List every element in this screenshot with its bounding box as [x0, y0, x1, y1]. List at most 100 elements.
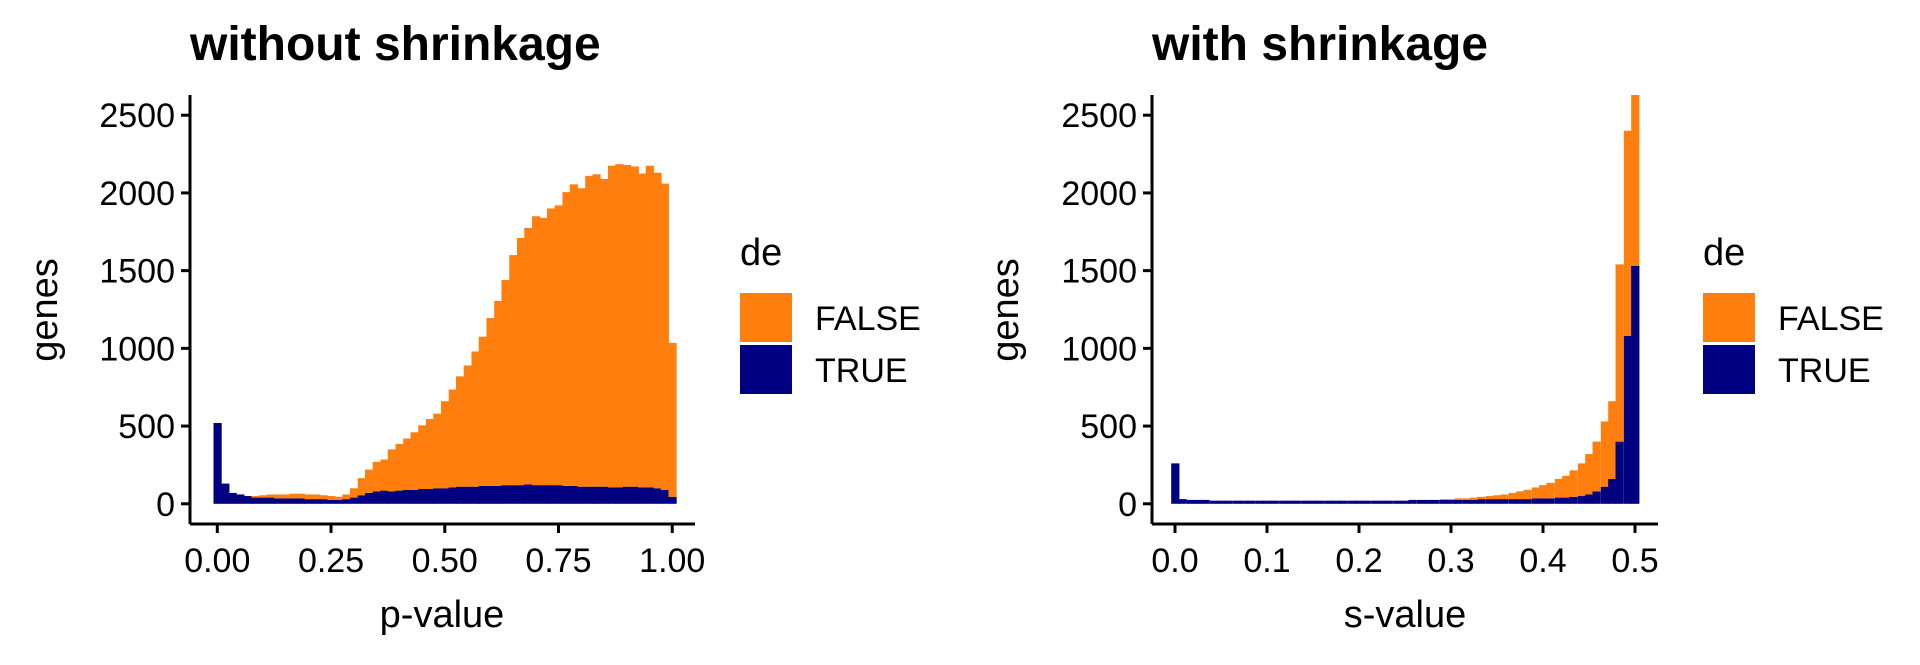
bar-false-57	[645, 165, 654, 488]
x-tick-label: 0.2	[1335, 542, 1382, 580]
bar-true-20	[1324, 500, 1334, 504]
bar-true-43	[539, 485, 548, 504]
bar-false-23	[387, 449, 396, 492]
y-ticks: 0 500 1000 1500 2000 2500	[99, 97, 190, 524]
bar-false-32	[455, 376, 465, 487]
bar-true-44	[546, 485, 556, 504]
bars-group	[213, 164, 677, 504]
bar-false-56	[637, 173, 647, 488]
bar-true-46	[562, 485, 571, 504]
x-ticks: 0.0 0.1 0.2 0.3 0.4 0.5	[1151, 524, 1659, 580]
bar-true-11	[1255, 500, 1265, 504]
bar-true-13	[1270, 500, 1279, 504]
bar-true-34	[1431, 499, 1440, 504]
bar-false-18	[349, 488, 359, 498]
bar-true-15	[1286, 500, 1295, 504]
bar-true-4	[1201, 499, 1210, 504]
bar-false-58	[653, 172, 662, 489]
bar-false-6	[258, 495, 268, 498]
y-tick-label: 2000	[1061, 175, 1137, 213]
bar-false-53	[1577, 463, 1587, 497]
legend-label-true: TRUE	[1778, 352, 1871, 390]
bar-true-19	[357, 495, 366, 504]
bar-true-31	[1408, 499, 1417, 504]
bar-true-23	[387, 491, 396, 504]
bar-false-26	[410, 432, 419, 490]
bar-true-60	[668, 496, 677, 504]
legend-title: de	[740, 232, 782, 274]
y-tick-label: 2000	[99, 175, 175, 213]
bar-true-14	[319, 499, 328, 504]
bar-true-12	[304, 499, 313, 504]
bar-false-29	[433, 413, 442, 489]
bar-true-27	[418, 489, 427, 504]
bar-true-42	[531, 485, 541, 504]
bar-true-29	[1393, 500, 1403, 504]
bar-false-55	[630, 166, 639, 487]
bar-true-16	[1293, 500, 1302, 504]
legend-label-false: FALSE	[815, 300, 921, 338]
bar-true-48	[1539, 498, 1548, 504]
bar-true-0	[1171, 463, 1180, 504]
bar-false-16	[334, 496, 344, 500]
bar-true-47	[569, 485, 578, 504]
bar-true-51	[1562, 497, 1571, 504]
bar-false-21	[372, 461, 381, 492]
bar-true-1	[221, 483, 230, 504]
legend-swatch-true	[1703, 345, 1755, 394]
bar-true-44	[1508, 499, 1518, 504]
bar-false-7	[266, 494, 275, 498]
x-tick-label: 0.00	[184, 542, 250, 580]
bar-true-37	[1454, 499, 1463, 504]
bar-true-18	[349, 497, 359, 504]
bar-false-40	[1477, 496, 1486, 500]
bar-false-37	[1454, 498, 1463, 500]
bar-false-34	[471, 351, 480, 487]
x-tick-label: 0.5	[1611, 542, 1658, 580]
bar-true-49	[585, 486, 594, 504]
panel-title: without shrinkage	[189, 18, 601, 71]
bar-false-35	[478, 336, 487, 486]
bar-true-17	[1301, 500, 1311, 504]
bar-true-33	[463, 486, 472, 504]
bar-true-24	[395, 490, 404, 504]
bar-false-60	[1631, 95, 1640, 266]
x-tick-label: 0.25	[298, 542, 364, 580]
y-tick-label: 500	[118, 408, 175, 446]
bar-false-9	[281, 494, 290, 499]
y-tick-label: 0	[156, 486, 175, 524]
bar-false-38	[1462, 498, 1472, 500]
y-axis-title: genes	[24, 258, 66, 362]
bar-true-39	[1470, 499, 1479, 504]
bar-true-50	[1554, 497, 1564, 504]
bar-false-42	[531, 216, 541, 486]
bar-false-43	[539, 217, 548, 486]
bar-true-22	[1339, 500, 1348, 504]
bar-true-0	[213, 422, 222, 504]
bar-true-49	[1546, 498, 1555, 504]
bar-true-52	[607, 487, 617, 504]
bar-true-19	[1316, 500, 1325, 504]
bar-true-4	[243, 496, 253, 504]
bar-false-41	[524, 227, 533, 485]
bar-true-28	[425, 489, 435, 504]
bar-true-7	[266, 497, 275, 504]
bar-false-49	[1546, 482, 1555, 499]
bar-true-58	[1615, 441, 1624, 504]
bar-true-22	[380, 490, 389, 504]
bar-true-25	[1362, 500, 1371, 504]
bar-false-28	[425, 419, 435, 490]
bar-true-9	[1240, 500, 1249, 504]
bar-true-8	[274, 498, 283, 504]
x-tick-label: 0.1	[1243, 542, 1290, 580]
bar-false-36	[486, 318, 495, 486]
bar-false-52	[1569, 470, 1578, 497]
bar-false-24	[395, 443, 404, 491]
bar-true-55	[1592, 491, 1601, 504]
bar-false-14	[319, 495, 328, 500]
bar-false-47	[1531, 487, 1541, 499]
bar-true-36	[486, 485, 495, 504]
bar-true-16	[334, 499, 344, 504]
bar-false-59	[660, 183, 669, 490]
bar-true-52	[1569, 496, 1578, 504]
